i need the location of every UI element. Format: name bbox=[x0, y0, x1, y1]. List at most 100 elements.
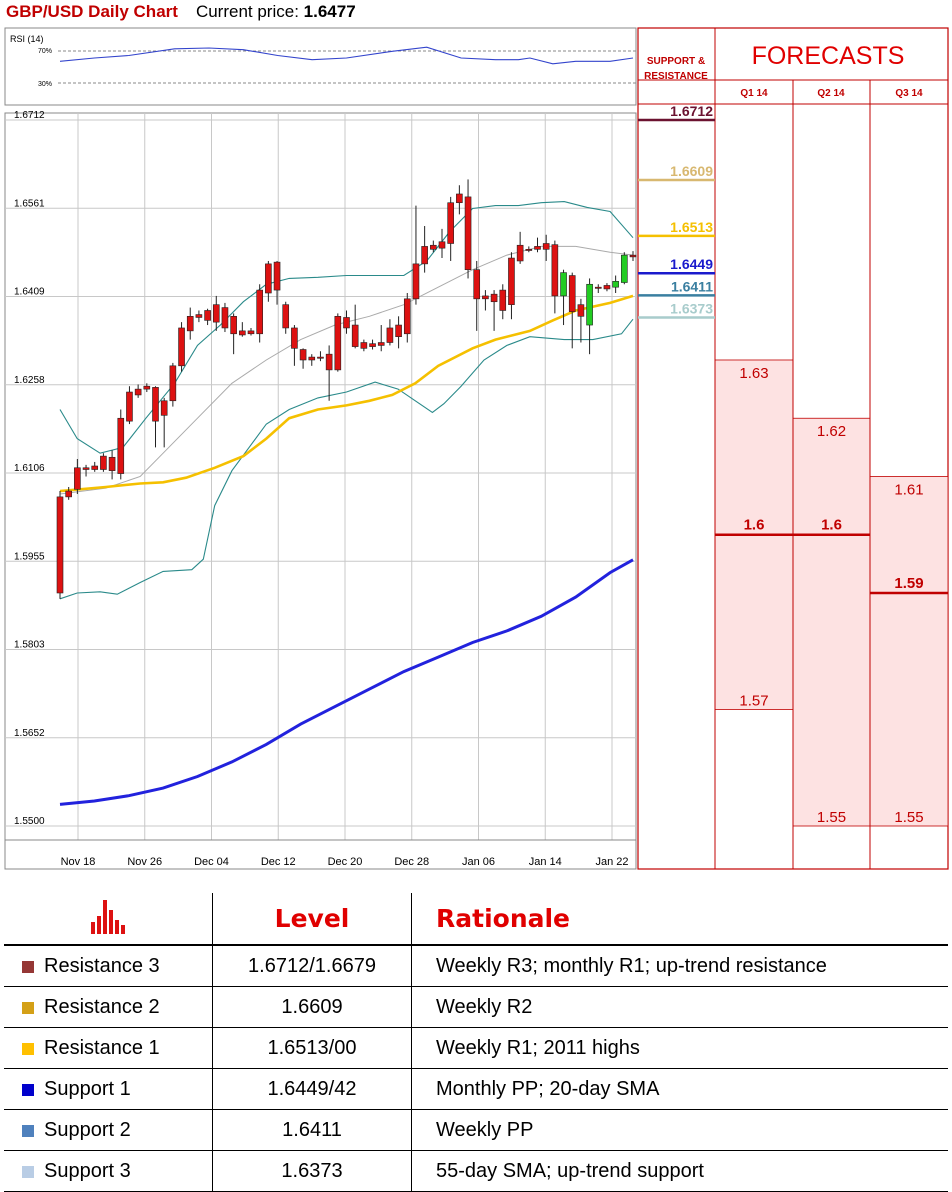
bollinger-lower-line bbox=[59, 318, 634, 600]
candle-body bbox=[239, 330, 246, 336]
candle-body bbox=[204, 310, 211, 321]
swatch-resistance-3 bbox=[22, 960, 34, 973]
swatch-support-2 bbox=[22, 1124, 34, 1137]
row-name: Resistance 2 bbox=[44, 995, 160, 1018]
candle-body bbox=[490, 293, 498, 303]
forecast-median-label: 1.59 bbox=[894, 575, 923, 592]
sr-level-label: 1.6609 bbox=[670, 163, 713, 179]
candle-body bbox=[421, 246, 428, 265]
chart-title: GBP/USD Daily Chart bbox=[6, 2, 178, 21]
rsi-line bbox=[59, 46, 634, 65]
row-rationale: Weekly R3; monthly R1; up-trend resistan… bbox=[411, 945, 948, 987]
candle-body bbox=[299, 349, 307, 361]
bollinger-upper-line bbox=[59, 201, 634, 454]
table-row: Support 1 1.6449/42 Monthly PP; 20-day SMA bbox=[4, 1068, 948, 1110]
candle-body bbox=[343, 317, 350, 329]
y-tick-label: 1.5652 bbox=[14, 728, 45, 739]
rsi-level-30: 30% bbox=[38, 81, 52, 88]
forecast-high-label: 1.62 bbox=[817, 423, 846, 440]
forecast-low-label: 1.55 bbox=[817, 809, 846, 826]
candle-body bbox=[516, 244, 524, 262]
candle-body bbox=[403, 298, 411, 335]
table-row: Resistance 2 1.6609 Weekly R2 bbox=[4, 986, 948, 1028]
candle-body bbox=[456, 193, 463, 204]
candle-body bbox=[65, 490, 72, 498]
y-tick-label: 1.6106 bbox=[14, 463, 45, 474]
candle-body bbox=[568, 275, 576, 312]
swatch-support-1 bbox=[22, 1083, 34, 1096]
candle-body bbox=[464, 196, 472, 271]
y-tick-label: 1.5955 bbox=[14, 551, 45, 562]
candle-body bbox=[603, 285, 611, 290]
forecast-range-band bbox=[792, 417, 871, 827]
current-price-label: Current price: bbox=[195, 2, 299, 21]
levels-table: Level Rationale Resistance 3 1.6712/1.667… bbox=[4, 893, 948, 1192]
candle-body bbox=[438, 241, 446, 249]
forecast-col-q1: Q1 14 bbox=[740, 88, 768, 99]
candle-body bbox=[525, 249, 533, 251]
row-rationale: Weekly PP bbox=[411, 1109, 948, 1151]
chart-header: GBP/USD Daily Chart Current price: 1.6477 bbox=[6, 2, 356, 24]
sma55-line bbox=[59, 294, 634, 493]
x-tick-label: Jan 22 bbox=[595, 856, 628, 868]
candle-body bbox=[430, 244, 437, 250]
candle-body bbox=[126, 391, 133, 422]
candle-body bbox=[82, 467, 90, 470]
price-panel bbox=[4, 112, 637, 870]
chart-svg: RSI (14) 70% 30% 1.6712 1.6561 1.6409 1.625… bbox=[4, 27, 949, 870]
candle-body bbox=[117, 417, 125, 474]
row-name: Support 3 bbox=[44, 1159, 131, 1182]
sr-level-label: 1.6449 bbox=[670, 256, 713, 272]
forecast-low-label: 1.55 bbox=[894, 809, 923, 826]
x-tick-label: Dec 04 bbox=[194, 856, 229, 868]
row-level: 1.6411 bbox=[212, 1109, 412, 1151]
candle-body bbox=[291, 327, 298, 349]
candle-body bbox=[265, 263, 272, 294]
sr-title-line1: SUPPORT & bbox=[647, 56, 705, 67]
y-tick-label: 1.5803 bbox=[14, 640, 45, 651]
sr-level-label: 1.6712 bbox=[670, 103, 713, 119]
table-header-row: Level Rationale bbox=[4, 893, 948, 946]
swatch-support-3 bbox=[22, 1165, 34, 1178]
candle-body bbox=[178, 327, 185, 367]
candle-body bbox=[369, 343, 376, 347]
candle-body bbox=[91, 465, 99, 470]
rsi-panel bbox=[4, 27, 637, 106]
candle-body bbox=[247, 330, 255, 335]
table-header-level: Level bbox=[212, 893, 412, 946]
candle-body bbox=[195, 314, 203, 318]
candle-body bbox=[317, 356, 324, 359]
candle-body bbox=[134, 388, 142, 396]
candle-body bbox=[560, 272, 567, 297]
sr-level-label: 1.6513 bbox=[670, 219, 713, 235]
forecast-low-label: 1.57 bbox=[739, 692, 768, 709]
sr-title-line2: RESISTANCE bbox=[644, 71, 708, 82]
candle-body bbox=[577, 304, 585, 317]
rsi-label: RSI (14) bbox=[10, 34, 44, 44]
forecast-high-label: 1.61 bbox=[894, 481, 923, 498]
row-rationale: Monthly PP; 20-day SMA bbox=[411, 1068, 948, 1110]
swatch-resistance-1 bbox=[22, 1042, 34, 1055]
candle-body bbox=[230, 316, 237, 335]
candle-body bbox=[351, 324, 359, 347]
candle-body bbox=[56, 496, 64, 594]
candle-body bbox=[482, 295, 489, 300]
candle-body bbox=[256, 289, 263, 335]
x-tick-label: Jan 06 bbox=[462, 856, 495, 868]
table-row: Support 2 1.6411 Weekly PP bbox=[4, 1109, 948, 1151]
y-tick-label: 1.6409 bbox=[14, 287, 45, 298]
row-level: 1.6513/00 bbox=[212, 1027, 412, 1069]
candle-body bbox=[160, 400, 168, 416]
candle-body bbox=[325, 353, 333, 371]
rsi-level-70: 70% bbox=[38, 48, 52, 55]
candle-body bbox=[282, 304, 290, 329]
row-rationale: 55-day SMA; up-trend support bbox=[411, 1150, 948, 1192]
candle-body bbox=[447, 202, 454, 244]
y-tick-label: 1.5500 bbox=[14, 816, 45, 827]
forecast-col-q2: Q2 14 bbox=[817, 88, 845, 99]
candle-body bbox=[143, 385, 151, 390]
candle-body bbox=[542, 243, 550, 250]
candle-body bbox=[273, 261, 281, 291]
forecast-median-label: 1.6 bbox=[821, 517, 842, 534]
row-name: Resistance 3 bbox=[44, 954, 160, 977]
